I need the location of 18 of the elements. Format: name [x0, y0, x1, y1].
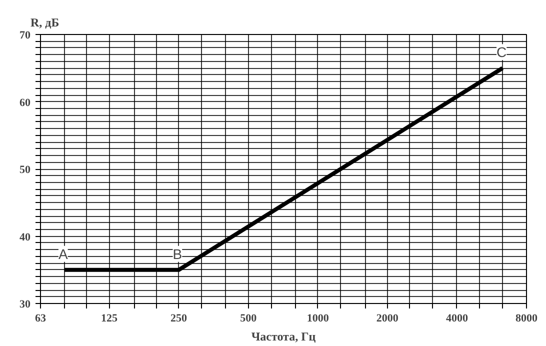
- x-axis-title: Частота, Гц: [251, 330, 316, 344]
- annotation: A: [58, 246, 68, 262]
- x-tick-label: 250: [170, 312, 188, 324]
- x-tick-label: 1000: [306, 312, 330, 324]
- y-tick-label: 30: [20, 298, 31, 310]
- annotation: C: [496, 44, 507, 60]
- x-tick-label: 500: [240, 312, 258, 324]
- x-tick-label: 63: [35, 312, 46, 324]
- y-tick-label: 40: [20, 231, 31, 244]
- y-tick-label: 70: [20, 30, 31, 42]
- y-tick-label: 60: [20, 96, 31, 109]
- x-tick-label: 125: [100, 312, 118, 324]
- annotation: B: [172, 246, 182, 262]
- y-axis-title: R, дБ: [30, 16, 60, 30]
- y-tick-label: 50: [20, 164, 31, 176]
- x-tick-label: 8000: [516, 312, 538, 324]
- x-tick-label: 2000: [376, 312, 399, 324]
- x-tick-label: 4000: [446, 312, 468, 324]
